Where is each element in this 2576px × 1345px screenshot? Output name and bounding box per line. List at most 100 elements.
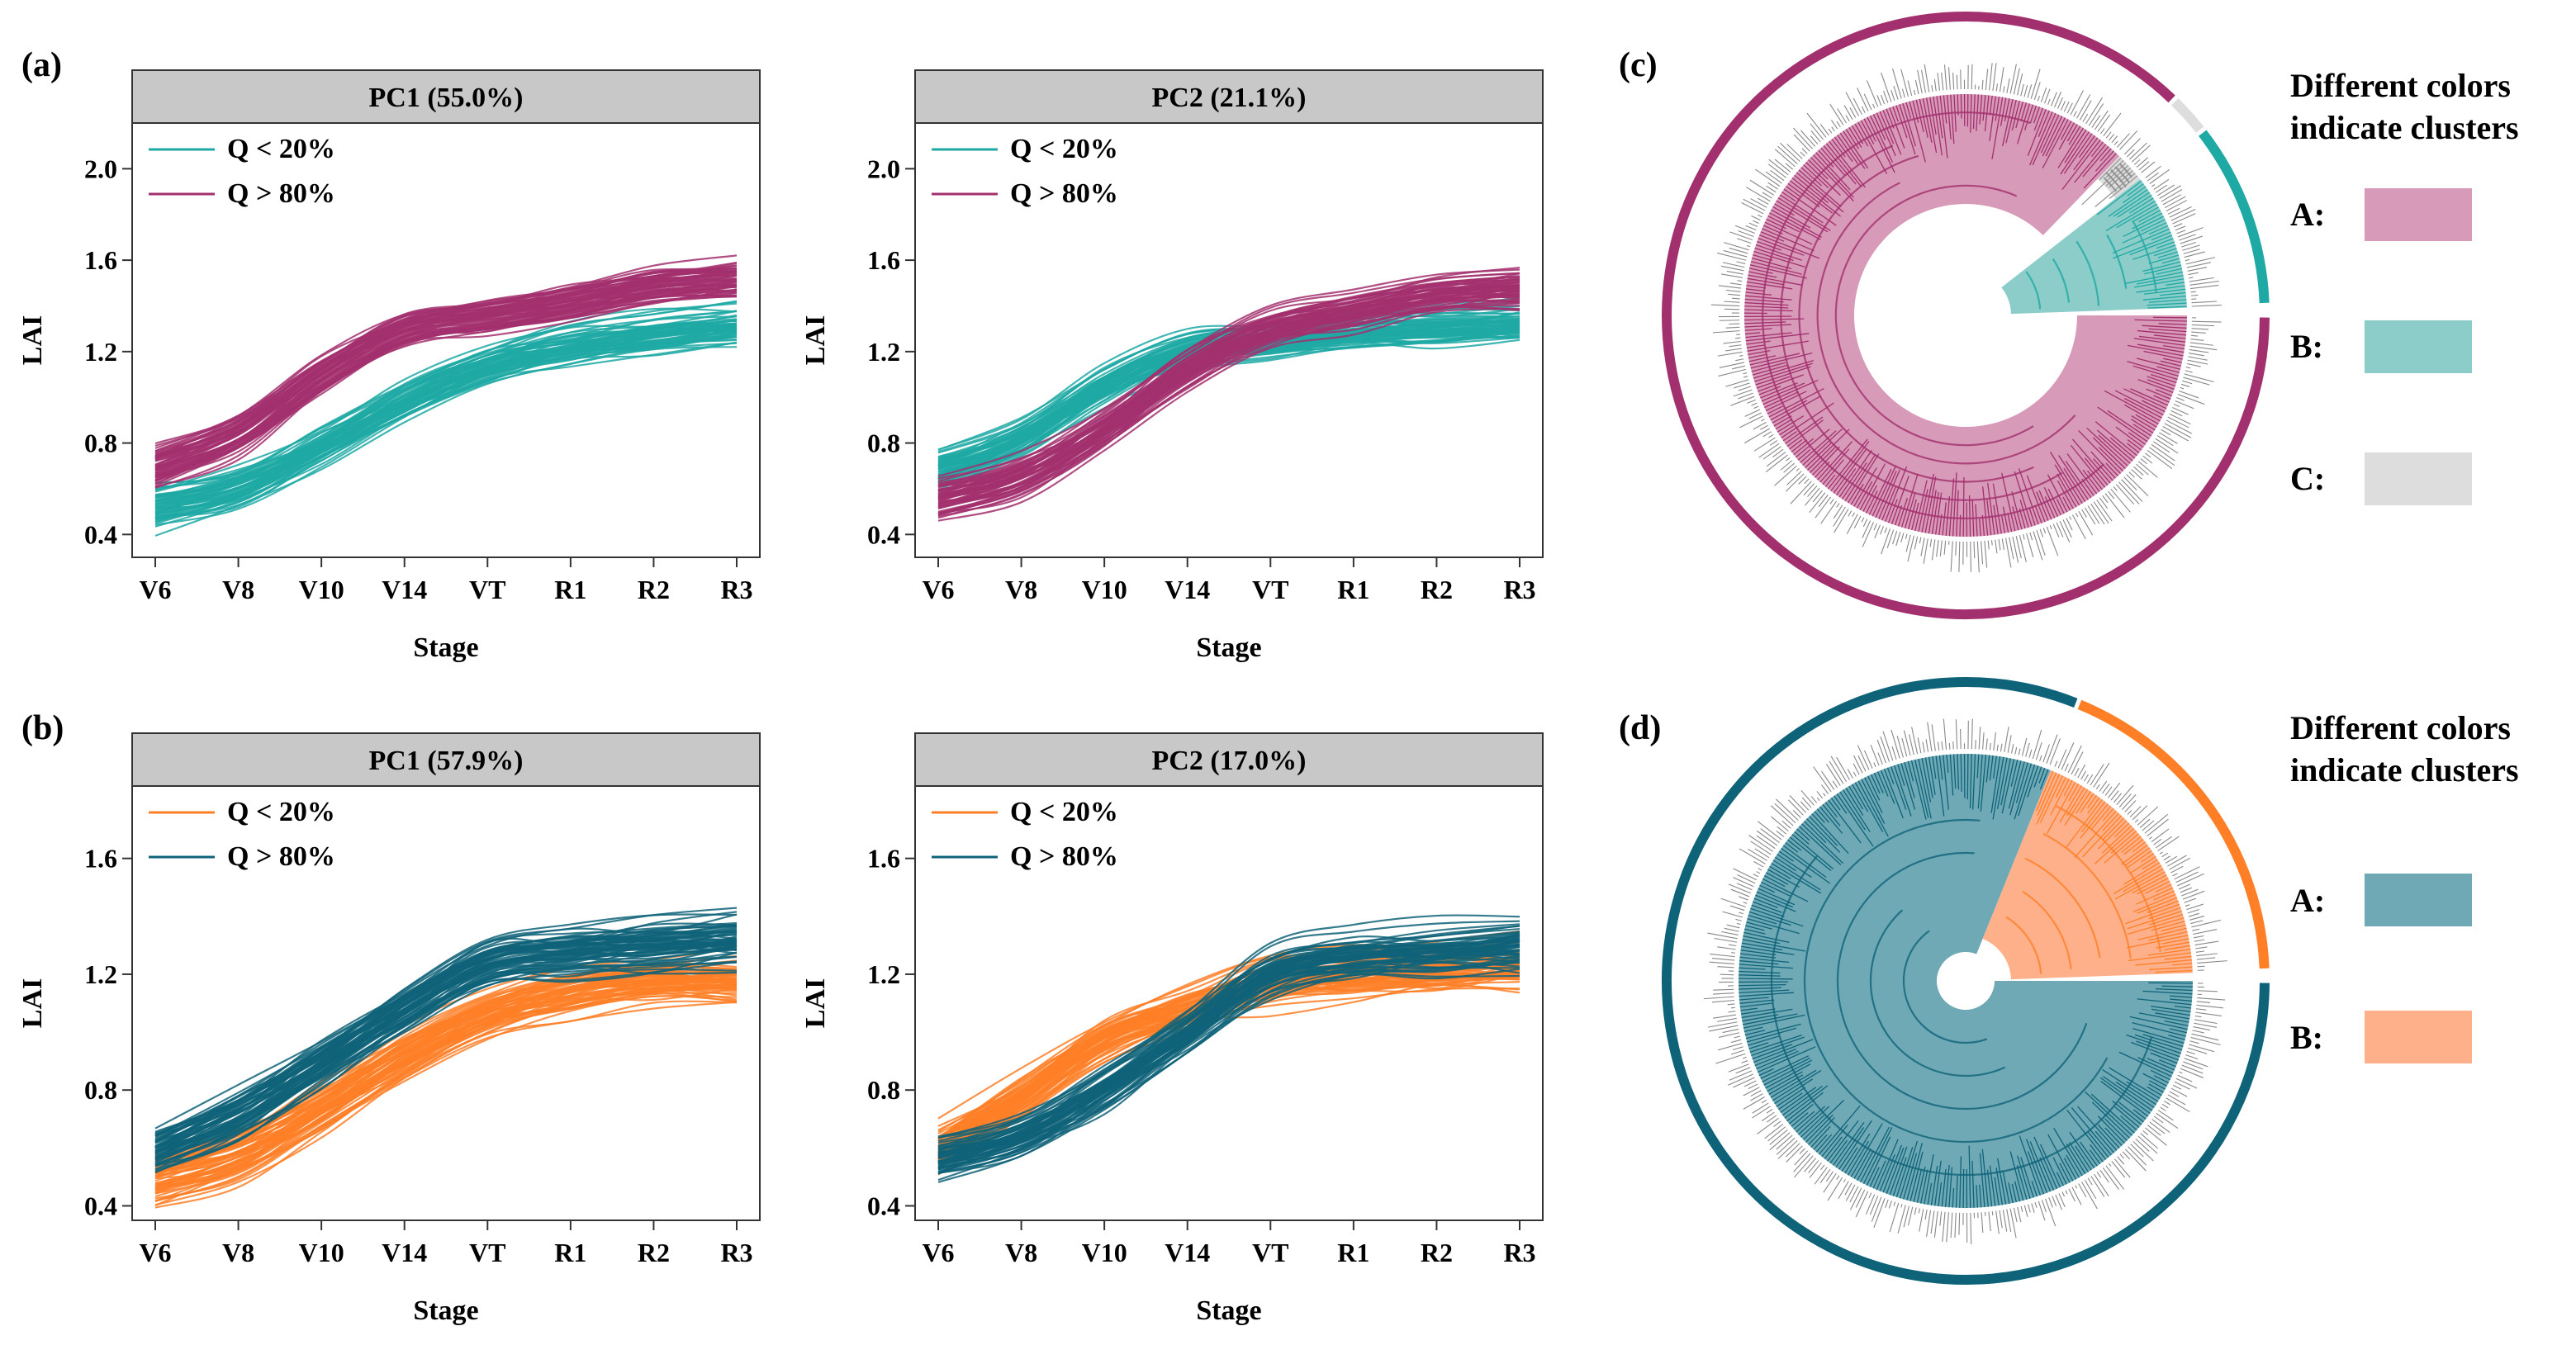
leaf-label xyxy=(2161,189,2183,202)
leaf-branch xyxy=(2129,1016,2188,1030)
leaf-branch xyxy=(2008,1182,2014,1204)
leaf-branch xyxy=(1938,755,1943,780)
leaf-branch xyxy=(1799,826,1842,866)
leaf-label xyxy=(1999,67,2004,92)
leaf-label xyxy=(1993,732,1996,751)
leaf-label xyxy=(1756,871,1761,874)
leaf-branch xyxy=(1903,1153,1918,1200)
chart-a1-xlabel: Stage xyxy=(413,632,478,663)
leaf-label xyxy=(1713,1014,1737,1019)
leaf-branch xyxy=(2094,421,2137,457)
leaf-branch xyxy=(2107,410,2150,440)
leaf-branch xyxy=(2058,455,2089,500)
leaf-label xyxy=(1955,541,1957,556)
leaf-label xyxy=(2182,244,2200,251)
leaf-label xyxy=(1743,428,1770,444)
leaf-label xyxy=(1737,280,1743,282)
series-2-line xyxy=(154,934,738,1151)
leaf-branch xyxy=(2132,365,2178,381)
series-1-line xyxy=(154,341,738,515)
leaf-branch xyxy=(1791,439,1808,452)
leaf-branch xyxy=(2028,507,2036,526)
leaf-label xyxy=(2194,935,2204,939)
leaf-label xyxy=(2147,172,2159,182)
y-tick-label: 2.0 xyxy=(84,154,117,183)
leaf-label xyxy=(2147,449,2173,470)
leaf-branch xyxy=(1946,94,1952,140)
leaf-branch xyxy=(1739,964,1794,969)
leaf-branch xyxy=(1942,502,1947,536)
leaf-branch xyxy=(1918,758,1932,819)
leaf-label xyxy=(1857,755,1867,772)
leaf-label xyxy=(1729,247,1748,254)
leaf-label xyxy=(1727,1003,1735,1006)
leaf-label xyxy=(1707,1021,1738,1028)
leaf-branch xyxy=(1740,1007,1758,1011)
leaf-branch xyxy=(1769,865,1791,879)
leaf-label xyxy=(2179,234,2196,241)
leaf-label xyxy=(2161,429,2171,436)
leaf-label xyxy=(1753,437,1776,452)
leaf-label xyxy=(1780,460,1793,471)
leaf-branch xyxy=(2028,111,2053,166)
x-tick-label: R2 xyxy=(1421,1238,1453,1267)
internal-branch xyxy=(2005,916,2042,974)
leaf-label xyxy=(2020,1205,2023,1212)
leaf-label xyxy=(1734,337,1741,339)
leaf-branch xyxy=(2142,990,2193,995)
leaf-label xyxy=(1730,1039,1742,1044)
leaf-label xyxy=(2040,88,2047,102)
leaf-label xyxy=(1731,952,1736,954)
leaf-branch xyxy=(2004,98,2010,122)
leaf-branch xyxy=(2137,897,2178,914)
leaf-label xyxy=(1929,538,1933,547)
chart-b1-ylabel: LAI xyxy=(17,978,48,1028)
leaf-label xyxy=(2164,1101,2170,1106)
leaf-label xyxy=(1926,1210,1932,1237)
leaf-branch xyxy=(2132,206,2160,223)
leaf-label xyxy=(1846,514,1858,534)
leaf-label xyxy=(2088,103,2104,126)
leaf-branch xyxy=(2057,127,2084,168)
leaf-branch xyxy=(1811,813,1849,855)
leaf-label xyxy=(1738,392,1753,400)
leaf-label xyxy=(2013,68,2020,95)
leaf-branch xyxy=(2164,1020,2189,1026)
leaf-branch xyxy=(2127,361,2179,377)
leaf-branch xyxy=(1882,1144,1903,1193)
leaf-branch xyxy=(2097,406,2148,443)
leaf-label xyxy=(1730,1049,1745,1055)
leaf-label xyxy=(1774,159,1791,173)
leaf-label xyxy=(2187,1047,2208,1054)
leaf-branch xyxy=(1739,967,1766,970)
leaf-label xyxy=(1757,197,1769,205)
leaf-branch xyxy=(1809,816,1838,846)
leaf-branch xyxy=(2127,344,2184,357)
leaf-branch xyxy=(1777,854,1812,879)
internal-branch xyxy=(2132,221,2157,293)
leaf-label xyxy=(2009,1208,2017,1238)
legend-d-title-line1: Different colors xyxy=(2290,709,2511,746)
leaf-label xyxy=(2185,904,2190,907)
leaf-branch xyxy=(1772,1069,1822,1101)
legend-d-swatch-b xyxy=(2365,1011,2472,1063)
leaf-label xyxy=(2169,1091,2180,1097)
leaf-label xyxy=(1717,1043,1743,1051)
leaf-branch xyxy=(1753,901,1782,913)
leaf-label xyxy=(2090,764,2104,786)
leaf-branch xyxy=(2143,264,2182,275)
leaf-label xyxy=(1954,1212,1957,1238)
leaf-label xyxy=(2042,744,2050,763)
x-tick-label: V6 xyxy=(139,1238,171,1267)
leaf-branch xyxy=(2127,935,2189,949)
leaf-label xyxy=(1863,93,1872,111)
leaf-branch xyxy=(1756,1050,1799,1070)
leaf-branch xyxy=(2066,787,2085,817)
series-2-lines xyxy=(937,267,1520,522)
leaf-branch xyxy=(2157,251,2178,258)
leaf-branch xyxy=(1750,261,1802,275)
leaf-branch xyxy=(1976,1185,1979,1208)
leaf-branch xyxy=(1848,126,1862,149)
leaf-label xyxy=(2191,324,2215,327)
leaf-label xyxy=(1837,108,1848,124)
